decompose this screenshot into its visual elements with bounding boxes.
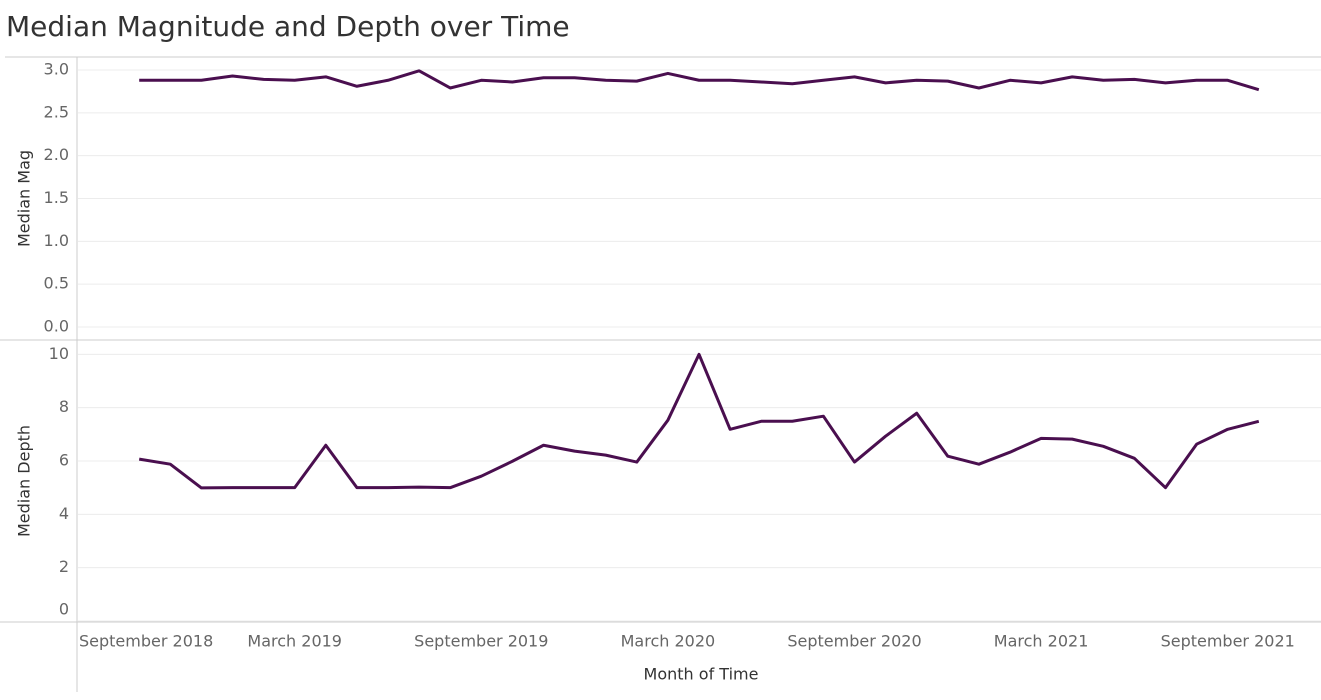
y-tick-label: 2 xyxy=(59,557,69,576)
y-tick-label: 2.5 xyxy=(44,102,69,121)
x-tick-label: March 2019 xyxy=(247,632,342,651)
y-tick-label: 2.0 xyxy=(44,145,69,164)
y-tick-label: 4 xyxy=(59,504,69,523)
y-tick-label: 8 xyxy=(59,397,69,416)
x-tick-label: September 2019 xyxy=(414,632,548,651)
x-tick-label: March 2021 xyxy=(994,632,1089,651)
y-axis-label: Median Depth xyxy=(15,425,34,537)
y-tick-label: 3.0 xyxy=(44,60,69,79)
x-tick-label: September 2018 xyxy=(79,632,213,651)
y-tick-label: 1.0 xyxy=(44,231,69,250)
line xyxy=(138,352,1260,490)
y-tick-label: 6 xyxy=(59,451,69,470)
y-tick-label: 0.0 xyxy=(44,317,69,336)
chart-title: Median Magnitude and Depth over Time xyxy=(6,10,570,43)
line xyxy=(139,69,1260,92)
x-tick-label: March 2020 xyxy=(621,632,716,651)
x-axis-label: Month of Time xyxy=(644,665,759,684)
y-tick-label: 0 xyxy=(59,600,69,619)
y-tick-label: 1.5 xyxy=(44,188,69,207)
y-tick-label: 10 xyxy=(49,344,69,363)
y-tick-label: 0.5 xyxy=(44,274,69,293)
x-tick-label: September 2021 xyxy=(1161,632,1295,651)
y-axis-label: Median Mag xyxy=(15,150,34,247)
x-tick-label: September 2020 xyxy=(787,632,921,651)
